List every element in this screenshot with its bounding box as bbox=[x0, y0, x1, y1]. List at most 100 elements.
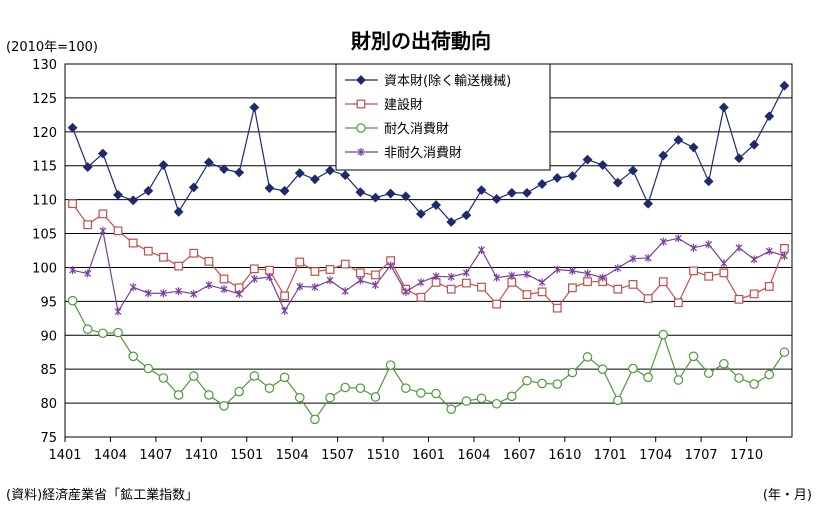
x-tick-label: 1501 bbox=[230, 448, 263, 463]
series-durable-consumer-goods bbox=[67, 295, 790, 425]
data-point bbox=[431, 200, 441, 210]
x-unit-label: (年・月) bbox=[763, 488, 812, 503]
data-point bbox=[567, 283, 577, 293]
data-point bbox=[189, 248, 199, 258]
data-point bbox=[143, 185, 154, 196]
data-point bbox=[674, 234, 682, 243]
data-point bbox=[780, 244, 789, 253]
data-point bbox=[219, 274, 229, 284]
data-point bbox=[326, 276, 334, 285]
data-point bbox=[552, 379, 563, 389]
data-point bbox=[522, 375, 532, 386]
legend-label: 資本財(除く輸送機械) bbox=[384, 74, 511, 89]
data-point bbox=[749, 289, 759, 299]
data-point bbox=[749, 139, 760, 150]
data-point bbox=[643, 198, 654, 209]
data-point bbox=[325, 392, 335, 403]
x-tick-label: 1707 bbox=[685, 448, 718, 463]
data-point bbox=[174, 261, 183, 271]
data-point bbox=[372, 281, 379, 290]
data-point bbox=[129, 283, 137, 292]
data-point bbox=[690, 243, 697, 252]
series-capital-goods bbox=[67, 80, 790, 227]
data-point bbox=[311, 283, 319, 292]
data-point bbox=[462, 268, 470, 277]
legend-label: 耐久消費財 bbox=[384, 122, 449, 137]
data-point bbox=[719, 358, 729, 369]
y-tick-label: 90 bbox=[40, 329, 57, 344]
data-point bbox=[703, 368, 714, 379]
data-point bbox=[114, 307, 122, 316]
data-point bbox=[478, 245, 485, 254]
y-tick-label: 105 bbox=[32, 228, 57, 243]
data-point bbox=[764, 282, 774, 291]
data-point bbox=[204, 256, 214, 266]
data-point bbox=[97, 148, 108, 159]
data-point bbox=[506, 187, 517, 198]
data-point bbox=[296, 282, 304, 291]
data-point bbox=[325, 165, 335, 176]
data-point bbox=[144, 289, 152, 298]
data-point bbox=[779, 347, 790, 358]
data-point bbox=[113, 226, 123, 236]
data-point bbox=[704, 271, 714, 281]
data-point bbox=[371, 270, 380, 280]
data-point bbox=[128, 195, 139, 206]
legend-label: 非耐久消費財 bbox=[384, 146, 462, 161]
data-point bbox=[491, 194, 502, 204]
data-point bbox=[235, 289, 243, 298]
data-point bbox=[128, 351, 138, 362]
data-point bbox=[249, 264, 259, 274]
data-point bbox=[355, 268, 365, 278]
data-point bbox=[735, 243, 743, 252]
chart-title: 財別の出荷動向 bbox=[351, 29, 491, 53]
data-point bbox=[205, 281, 213, 290]
legend-marker bbox=[356, 99, 366, 109]
data-point bbox=[220, 285, 228, 294]
legend-marker bbox=[356, 75, 366, 85]
data-point bbox=[750, 255, 758, 264]
y-tick-label: 75 bbox=[40, 431, 57, 446]
data-point bbox=[416, 208, 426, 219]
x-tick-label: 1701 bbox=[594, 448, 627, 463]
legend-item-nondurable-consumer-goods: 非耐久消費財 bbox=[345, 146, 462, 161]
data-point bbox=[295, 257, 305, 267]
data-point bbox=[718, 102, 729, 113]
data-point bbox=[477, 282, 486, 292]
data-point bbox=[159, 252, 168, 262]
data-point bbox=[583, 277, 592, 287]
data-point bbox=[765, 247, 773, 256]
x-tick-label: 1610 bbox=[548, 448, 581, 463]
data-point bbox=[417, 278, 425, 287]
data-point bbox=[461, 210, 472, 221]
data-point bbox=[249, 371, 260, 381]
data-point bbox=[523, 270, 531, 279]
data-point bbox=[734, 294, 744, 304]
data-point bbox=[628, 280, 638, 289]
data-point bbox=[507, 277, 517, 287]
data-point bbox=[492, 299, 502, 309]
y-tick-label: 100 bbox=[32, 261, 57, 276]
data-point bbox=[309, 174, 320, 185]
y-tick-label: 95 bbox=[40, 295, 57, 310]
data-point bbox=[446, 217, 457, 227]
data-point bbox=[446, 404, 457, 414]
data-point bbox=[673, 375, 684, 385]
data-point bbox=[82, 162, 93, 172]
data-point bbox=[113, 189, 123, 200]
data-point bbox=[673, 135, 684, 145]
x-tick-label: 1401 bbox=[48, 448, 81, 463]
data-point bbox=[280, 291, 290, 301]
data-point bbox=[402, 287, 410, 296]
legend-item-construction-goods: 建設財 bbox=[345, 97, 423, 113]
data-point bbox=[265, 265, 274, 275]
data-point bbox=[537, 287, 547, 297]
data-point bbox=[279, 372, 290, 383]
data-point bbox=[584, 269, 591, 278]
data-point bbox=[508, 271, 516, 280]
data-point bbox=[522, 187, 532, 198]
data-point bbox=[355, 187, 366, 198]
data-point bbox=[99, 226, 107, 235]
y-tick-label: 85 bbox=[40, 363, 57, 378]
